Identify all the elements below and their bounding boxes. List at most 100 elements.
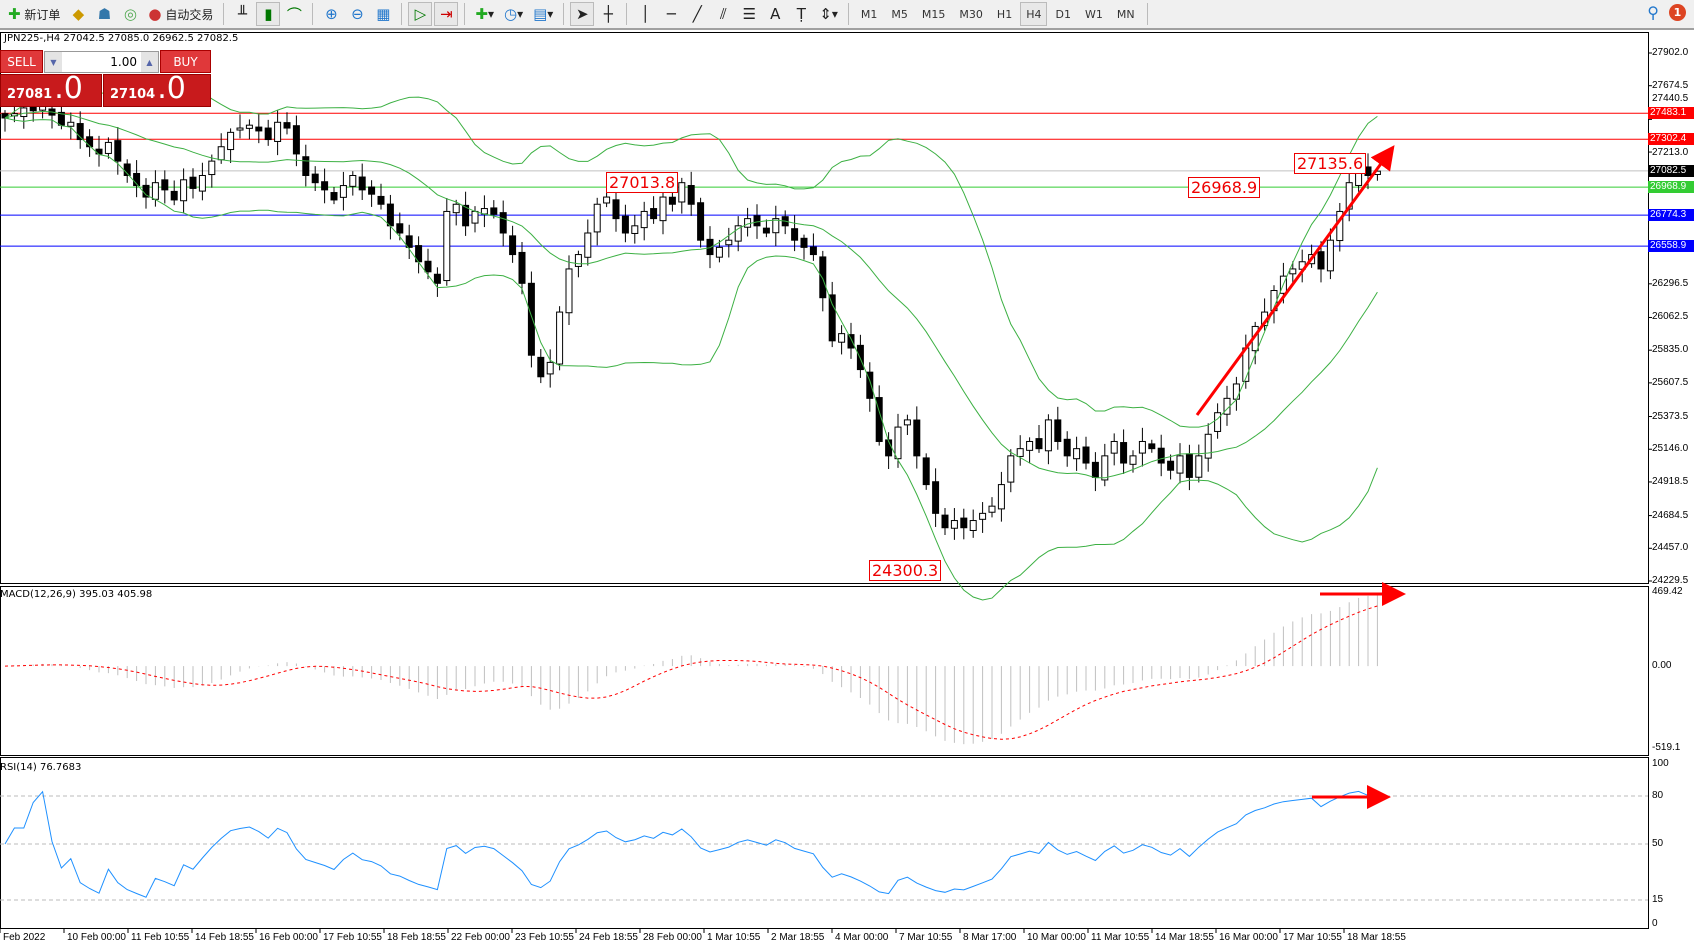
indicators-icon[interactable]: ✚ ▾ bbox=[475, 5, 494, 23]
candle-bull bbox=[67, 121, 75, 127]
candle-bear bbox=[330, 192, 338, 201]
candle-bear bbox=[960, 517, 968, 529]
price-axis-label: 25373.5 bbox=[1652, 410, 1689, 422]
timeframe-h4[interactable]: H4 bbox=[1020, 2, 1048, 26]
candle-bear bbox=[1120, 442, 1128, 464]
timeframe-m30[interactable]: M30 bbox=[959, 7, 983, 21]
timeframe-m1[interactable]: M1 bbox=[860, 7, 878, 21]
templates-icon[interactable]: ▤ ▾ bbox=[533, 5, 554, 23]
autoscroll-icon[interactable]: ▷ bbox=[408, 2, 433, 26]
macd-axis-label: -519.1 bbox=[1652, 742, 1681, 753]
auto-trading-label: 自动交易 bbox=[165, 7, 214, 22]
macd-signal-line bbox=[4, 605, 1378, 740]
price-axis-label: 26296.5 bbox=[1652, 277, 1689, 289]
timeframe-mn[interactable]: MN bbox=[1116, 7, 1135, 21]
candle-bear bbox=[828, 294, 836, 342]
date-axis-label: 4 Mar 00:00 bbox=[835, 932, 889, 943]
tile-windows-icon[interactable]: ▦ bbox=[376, 5, 391, 23]
candle-bull bbox=[640, 210, 648, 229]
arrows-icon[interactable]: ⇕ ▾ bbox=[819, 5, 838, 23]
candle-bear bbox=[697, 202, 705, 241]
candle-bear bbox=[114, 140, 122, 162]
trendline-icon[interactable]: ╱ bbox=[692, 5, 702, 23]
rsi-axis-label: 15 bbox=[1652, 894, 1664, 905]
text-icon[interactable]: A bbox=[770, 5, 781, 23]
timeframe-h1[interactable]: H1 bbox=[996, 7, 1013, 21]
candle-bear bbox=[377, 195, 385, 205]
candle-bear bbox=[509, 235, 517, 256]
candle-bear bbox=[800, 237, 808, 248]
ask-main: 27104 bbox=[110, 87, 156, 102]
candle-bear bbox=[913, 419, 921, 457]
lot-decrease-button[interactable]: ▼ bbox=[45, 52, 62, 72]
bid-main: 27081 bbox=[7, 87, 53, 102]
bar-chart-icon[interactable]: ╨ bbox=[237, 5, 247, 23]
candle-bull bbox=[1232, 383, 1240, 400]
fibonacci-icon[interactable]: ☰ bbox=[742, 5, 757, 23]
level-tag: 27483.1 bbox=[1648, 107, 1694, 120]
date-axis-label: 11 Feb 10:55 bbox=[131, 932, 190, 943]
candle-bull bbox=[236, 127, 244, 131]
zoom-in-icon[interactable]: ⊕ bbox=[325, 5, 338, 23]
candle-bear bbox=[527, 282, 535, 356]
new-order-button[interactable]: ✚ 新订单 bbox=[4, 2, 64, 26]
candle-bull bbox=[1016, 448, 1024, 457]
annotation-high[interactable]: 27013.8 bbox=[606, 172, 679, 193]
date-axis-label: 17 Mar 10:55 bbox=[1283, 932, 1342, 943]
candle-bear bbox=[1157, 447, 1165, 464]
annotation-level[interactable]: 26968.9 bbox=[1188, 177, 1261, 198]
vertical-line-icon[interactable]: │ bbox=[640, 5, 650, 23]
candle-bull bbox=[1289, 268, 1297, 275]
cursor-icon[interactable]: ➤ bbox=[570, 2, 595, 26]
date-axis-label: 17 Feb 10:55 bbox=[323, 932, 382, 943]
price-axis-label: 24918.5 bbox=[1652, 475, 1689, 487]
zoom-out-icon[interactable]: ⊖ bbox=[351, 5, 364, 23]
lot-increase-button[interactable]: ▲ bbox=[141, 52, 158, 72]
trend-arrow bbox=[1195, 145, 1395, 416]
date-axis-label: 14 Mar 18:55 bbox=[1155, 932, 1214, 943]
candle-bull bbox=[1073, 448, 1081, 460]
bollinger-lower bbox=[4, 117, 1378, 601]
market-watch-icon[interactable]: ☗ bbox=[97, 5, 112, 23]
timeframe-m5[interactable]: M5 bbox=[891, 7, 908, 21]
rsi-axis-label: 0 bbox=[1652, 918, 1658, 929]
candle-bear bbox=[791, 228, 799, 241]
candle-bear bbox=[809, 246, 817, 256]
candle-bear bbox=[1054, 419, 1062, 442]
lot-value[interactable]: 1.00 bbox=[110, 55, 137, 69]
candle-bear bbox=[302, 156, 310, 176]
equidistant-channel-icon[interactable]: ⫽ bbox=[719, 5, 727, 23]
candle-bear bbox=[922, 457, 930, 486]
chart-shift-icon[interactable]: ⇥ bbox=[434, 2, 459, 26]
auto-trading-button[interactable]: ● 自动交易 bbox=[144, 2, 217, 26]
timeframe-w1[interactable]: W1 bbox=[1084, 7, 1103, 21]
signals-icon[interactable]: ◎ bbox=[123, 5, 137, 23]
search-icon[interactable]: ⚲ bbox=[1647, 3, 1659, 22]
text-label-icon[interactable]: Ṭ bbox=[796, 5, 806, 23]
notifications-badge[interactable]: 1 bbox=[1669, 4, 1686, 21]
buy-button[interactable]: BUY bbox=[160, 50, 211, 73]
annotation-low[interactable]: 24300.3 bbox=[869, 560, 942, 581]
timeframe-d1[interactable]: D1 bbox=[1055, 7, 1071, 21]
candle-bull bbox=[715, 246, 723, 258]
annotation-recent-high[interactable]: 27135.6 bbox=[1294, 153, 1367, 174]
price-axis-label: 25835.0 bbox=[1652, 344, 1689, 356]
crosshair-icon[interactable]: ┼ bbox=[603, 5, 613, 23]
periods-icon[interactable]: ◷ ▾ bbox=[503, 5, 524, 23]
candlestick-icon[interactable]: ▮ bbox=[256, 2, 281, 26]
history-center-icon[interactable]: ◆ bbox=[72, 5, 85, 23]
line-chart-icon[interactable]: ⌒ bbox=[286, 5, 302, 24]
sell-price[interactable]: 27081.0 bbox=[0, 74, 102, 107]
sell-button[interactable]: SELL bbox=[0, 50, 43, 73]
candle-bear bbox=[433, 273, 441, 284]
lot-size-input[interactable]: ▼ 1.00 ▲ bbox=[44, 51, 159, 73]
candle-bull bbox=[678, 182, 686, 203]
one-click-trading-panel: SELL ▼ 1.00 ▲ BUY 27081.0 27104.0 bbox=[0, 50, 211, 108]
bid-frac: .0 bbox=[54, 71, 83, 106]
candle-bull bbox=[903, 419, 911, 426]
buy-price[interactable]: 27104.0 bbox=[103, 74, 211, 107]
horizontal-line-icon[interactable]: ─ bbox=[666, 5, 676, 23]
price-axis-label: 24684.5 bbox=[1652, 509, 1689, 521]
timeframe-m15[interactable]: M15 bbox=[921, 7, 946, 21]
